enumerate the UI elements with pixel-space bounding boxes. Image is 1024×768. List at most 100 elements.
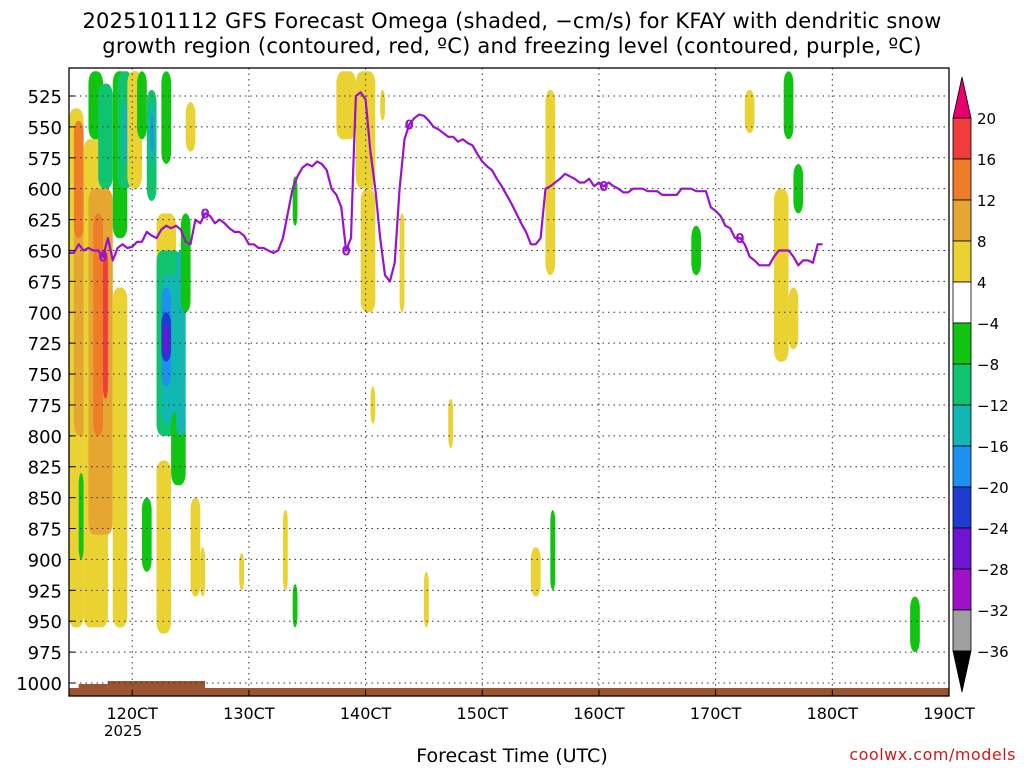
colorbar-label: 20 <box>977 110 996 128</box>
omega-region <box>744 89 755 134</box>
x-tick-label: 120CT <box>106 704 158 723</box>
colorbar-bin <box>952 199 972 242</box>
y-tick-label: 775 <box>28 396 62 417</box>
omega-region <box>788 287 799 350</box>
colorbar-label: −16 <box>977 438 1009 456</box>
x-tick-label: 140CT <box>340 704 392 723</box>
omega-region <box>336 71 356 140</box>
y-tick-label: 900 <box>28 550 62 571</box>
y-tick-label: 725 <box>28 334 62 355</box>
colorbar-label: 16 <box>977 151 996 169</box>
freezing-level-label: 0 <box>99 251 108 266</box>
freezing-level-label: 0 <box>342 244 351 259</box>
omega-region <box>190 497 201 597</box>
colorbar-bin <box>952 322 972 365</box>
y-tick-label: 850 <box>28 489 62 510</box>
x-tick-label: 150CT <box>457 704 509 723</box>
y-tick-label: 875 <box>28 520 62 541</box>
colorbar-bin <box>952 527 972 570</box>
chart-title-line1: 2025101112 GFS Forecast Omega (shaded, −… <box>82 9 942 33</box>
y-tick-label: 625 <box>28 211 62 232</box>
omega-region <box>200 547 206 597</box>
omega-region <box>783 71 794 140</box>
colorbar-label: 8 <box>977 233 987 251</box>
colorbar-label: −20 <box>977 479 1009 497</box>
y-tick-label: 825 <box>28 458 62 479</box>
omega-region <box>98 83 113 189</box>
terrain-bump <box>107 681 206 689</box>
colorbar-label: −36 <box>977 643 1009 661</box>
colorbar-bin <box>952 445 972 488</box>
year-label: 2025 <box>104 722 143 740</box>
omega-region <box>360 188 376 313</box>
colorbar-bin <box>952 158 972 201</box>
omega-region <box>530 547 541 597</box>
omega-region <box>793 163 804 214</box>
omega-region <box>423 571 429 628</box>
y-tick-label: 550 <box>28 118 62 139</box>
colorbar: 20 16 12 8 4 −4 −8 −12 −16 −20 −24 −28 −32 −36 <box>952 76 1009 693</box>
omega-region <box>78 472 84 560</box>
colorbar-label: −28 <box>977 561 1009 579</box>
omega-region <box>93 213 104 436</box>
omega-region <box>910 596 920 653</box>
y-tick-label: 925 <box>28 581 62 602</box>
colorbar-bin <box>952 486 972 529</box>
omega-region <box>380 89 386 121</box>
x-axis-title: Forecast Time (UTC) <box>416 745 608 767</box>
colorbar-label: 12 <box>977 192 996 210</box>
plot-frame <box>68 67 950 697</box>
x-tick-label: 190CT <box>923 704 975 723</box>
omega-region <box>773 188 789 362</box>
omega-region <box>282 509 288 591</box>
credit-text: coolwx.com/models <box>849 745 1016 764</box>
colorbar-arrow-top <box>952 76 972 119</box>
colorbar-bin <box>952 281 972 324</box>
y-tick-label: 675 <box>28 272 62 293</box>
omega-shading <box>69 71 920 653</box>
colorbar-bin <box>952 568 972 611</box>
omega-region <box>399 213 405 313</box>
colorbar-label: −12 <box>977 397 1009 415</box>
y-tick-label: 800 <box>28 427 62 448</box>
omega-region <box>137 71 147 140</box>
time-axis: 120CT 130CT 140CT 150CT 160CT 170CT 180CT 190CT <box>106 690 975 723</box>
y-tick-label: 600 <box>28 180 62 201</box>
freezing-level-label: 0 <box>405 118 414 133</box>
x-tick-label: 180CT <box>807 704 859 723</box>
x-tick-label: 130CT <box>223 704 275 723</box>
freezing-level-line <box>69 91 823 283</box>
omega-region <box>150 114 154 152</box>
y-tick-label: 950 <box>28 612 62 633</box>
omega-region <box>156 460 172 634</box>
y-tick-label: 1000 <box>16 674 62 695</box>
omega-region <box>239 553 245 591</box>
terrain-bump <box>78 684 108 689</box>
omega-region <box>103 250 108 399</box>
omega-region <box>292 584 298 628</box>
pressure-axis: 525 550 575 600 625 650 675 700 725 750 775 800 825 8… <box>16 87 75 695</box>
grid-lines <box>69 68 950 696</box>
colorbar-label: −24 <box>977 520 1009 538</box>
colorbar-label: −32 <box>977 602 1009 620</box>
y-tick-label: 975 <box>28 643 62 664</box>
colorbar-bin <box>952 404 972 447</box>
omega-region <box>73 120 84 239</box>
omega-region <box>180 213 191 313</box>
omega-region <box>292 176 298 226</box>
y-tick-label: 750 <box>28 365 62 386</box>
chart-title-line2: growth region (contoured, red, ºC) and f… <box>102 34 922 58</box>
y-tick-label: 575 <box>28 149 62 170</box>
omega-region <box>550 509 556 591</box>
omega-region <box>163 324 169 356</box>
colorbar-bin <box>952 117 972 160</box>
y-tick-label: 650 <box>28 241 62 262</box>
colorbar-bin <box>952 609 972 652</box>
ground-terrain <box>69 681 949 696</box>
terrain-band <box>69 688 949 696</box>
x-tick-label: 160CT <box>573 704 625 723</box>
omega-region <box>545 89 556 276</box>
x-tick-label: 170CT <box>690 704 742 723</box>
y-tick-label: 700 <box>28 303 62 324</box>
